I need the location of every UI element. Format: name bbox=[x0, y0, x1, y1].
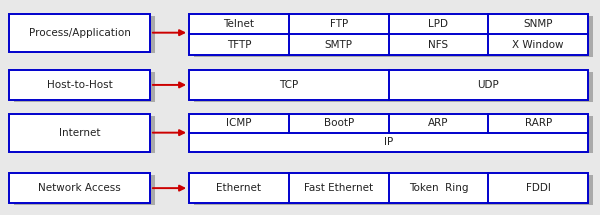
Text: NFS: NFS bbox=[428, 40, 448, 50]
Bar bbox=[189, 114, 588, 152]
Text: SNMP: SNMP bbox=[523, 19, 553, 29]
Text: TFTP: TFTP bbox=[227, 40, 251, 50]
Text: TCP: TCP bbox=[279, 80, 298, 90]
Text: Process/Application: Process/Application bbox=[29, 28, 130, 38]
Text: X Window: X Window bbox=[512, 40, 564, 50]
Text: UDP: UDP bbox=[478, 80, 499, 90]
Text: Fast Ethernet: Fast Ethernet bbox=[304, 183, 373, 193]
Text: Telnet: Telnet bbox=[223, 19, 254, 29]
Text: Internet: Internet bbox=[59, 128, 100, 138]
Bar bbox=[194, 175, 593, 205]
Text: LPD: LPD bbox=[428, 19, 448, 29]
Text: RARP: RARP bbox=[524, 118, 552, 128]
Text: BootP: BootP bbox=[323, 118, 354, 128]
Bar bbox=[189, 70, 588, 100]
Bar bbox=[194, 116, 593, 153]
Text: Token  Ring: Token Ring bbox=[409, 183, 468, 193]
Text: FDDI: FDDI bbox=[526, 183, 551, 193]
Bar bbox=[189, 14, 588, 55]
Bar bbox=[14, 175, 155, 205]
Text: Network Access: Network Access bbox=[38, 183, 121, 193]
Text: ICMP: ICMP bbox=[226, 118, 251, 128]
Bar bbox=[194, 72, 593, 102]
Bar bbox=[9, 70, 150, 100]
Text: FTP: FTP bbox=[329, 19, 348, 29]
Bar bbox=[9, 114, 150, 152]
Bar bbox=[9, 173, 150, 203]
Text: Host-to-Host: Host-to-Host bbox=[47, 80, 112, 90]
Text: IP: IP bbox=[384, 137, 393, 147]
Bar bbox=[14, 72, 155, 102]
Text: Ethernet: Ethernet bbox=[217, 183, 262, 193]
Text: SMTP: SMTP bbox=[325, 40, 353, 50]
Text: ARP: ARP bbox=[428, 118, 449, 128]
Bar bbox=[194, 16, 593, 57]
Bar bbox=[189, 173, 588, 203]
Bar bbox=[14, 116, 155, 153]
Bar bbox=[14, 16, 155, 53]
Bar bbox=[9, 14, 150, 52]
